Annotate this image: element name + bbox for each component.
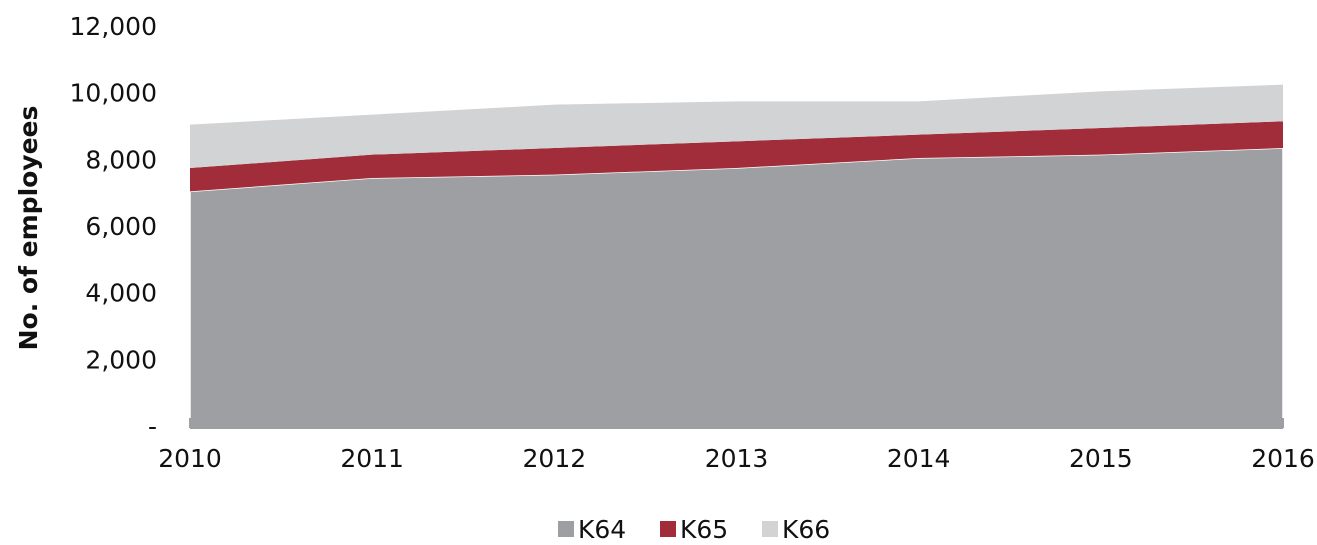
x-tick-label: 2016	[1251, 444, 1315, 473]
legend-swatch	[558, 521, 574, 537]
x-tick-label: 2010	[158, 444, 222, 473]
y-tick-label: 10,000	[70, 79, 157, 108]
x-tick-label: 2012	[523, 444, 587, 473]
x-tick-label: 2013	[705, 444, 769, 473]
legend-swatch	[762, 521, 778, 537]
y-tick-label: 6,000	[85, 212, 157, 241]
legend-label: K65	[680, 515, 728, 544]
x-tick-label: 2014	[887, 444, 951, 473]
y-tick-label: -	[148, 412, 157, 441]
area	[190, 84, 1283, 168]
y-tick-label: 12,000	[70, 12, 157, 41]
y-tick-label: 8,000	[85, 145, 157, 174]
x-tick-label: 2011	[340, 444, 404, 473]
y-tick-label: 2,000	[85, 345, 157, 374]
legend-swatch	[660, 521, 676, 537]
area	[189, 147, 1284, 429]
x-tick-label: 2015	[1069, 444, 1133, 473]
y-tick-label: 4,000	[85, 279, 157, 308]
legend-label: K66	[782, 515, 830, 544]
legend-label: K64	[578, 515, 626, 544]
area	[190, 121, 1283, 192]
y-axis-label: No. of employees	[14, 106, 43, 351]
